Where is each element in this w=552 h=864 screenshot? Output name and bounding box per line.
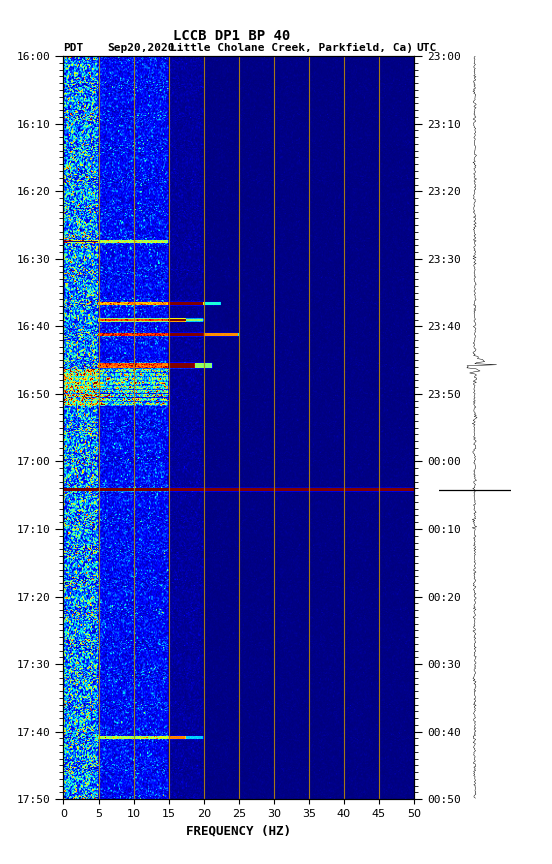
- Text: Little Cholane Creek, Parkfield, Ca): Little Cholane Creek, Parkfield, Ca): [170, 43, 413, 54]
- X-axis label: FREQUENCY (HZ): FREQUENCY (HZ): [186, 824, 291, 837]
- Text: LCCB DP1 BP 40: LCCB DP1 BP 40: [173, 29, 290, 42]
- Text: UTC: UTC: [417, 43, 437, 54]
- Text: Sep20,2020: Sep20,2020: [108, 43, 175, 54]
- Text: PDT: PDT: [63, 43, 84, 54]
